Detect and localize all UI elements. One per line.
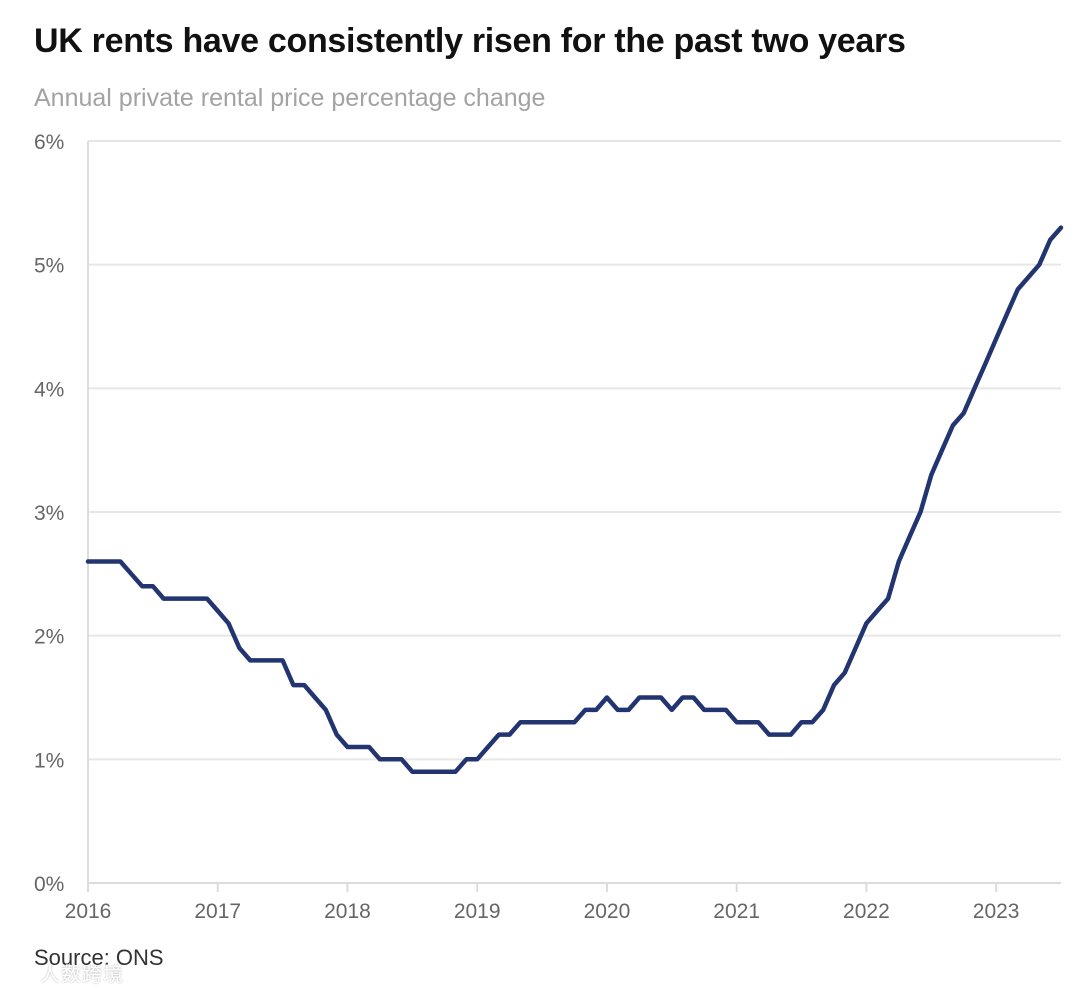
x-tick-label: 2020 <box>584 900 631 923</box>
x-tick-label: 2017 <box>194 900 241 923</box>
y-tick-label: 3% <box>34 502 64 525</box>
y-tick-label: 6% <box>34 131 64 154</box>
x-tick-label: 2022 <box>843 900 890 923</box>
y-tick-label: 5% <box>34 255 64 278</box>
series-layer <box>85 225 1064 774</box>
x-tick-label: 2021 <box>713 900 760 923</box>
chart-title: UK rents have consistently risen for the… <box>34 22 906 60</box>
x-tick-label: 2018 <box>324 900 371 923</box>
source-note: Source: ONS <box>34 945 164 970</box>
y-tick-labels: 0% 1% 2% 3% 4% 5% 6% <box>34 131 64 896</box>
x-tick-labels: 2016 2017 2018 2019 2020 2021 2022 2023 <box>65 900 1020 923</box>
series-line <box>85 225 1064 774</box>
y-tick-label: 4% <box>34 378 64 401</box>
axes <box>87 141 1061 892</box>
y-tick-label: 2% <box>34 626 64 649</box>
y-tick-label: 1% <box>34 749 64 772</box>
x-tick-label: 2016 <box>65 900 112 923</box>
chart-subtitle: Annual private rental price percentage c… <box>34 84 546 112</box>
grid-lines <box>88 140 1061 761</box>
x-tick-label: 2019 <box>454 900 501 923</box>
y-tick-label: 0% <box>34 873 64 896</box>
watermark: 人数跨境 <box>40 964 124 986</box>
x-tick-label: 2023 <box>973 900 1020 923</box>
